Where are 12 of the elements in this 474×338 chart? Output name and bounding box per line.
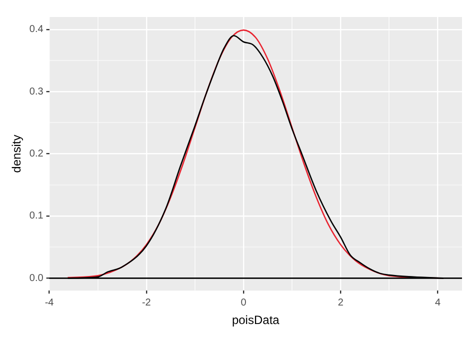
x-axis-title: poisData <box>232 313 280 328</box>
y-tick-label: 0.1 <box>29 210 44 222</box>
y-tick-label: 0.0 <box>29 272 44 284</box>
x-tick-label: 4 <box>434 297 441 308</box>
y-tick-label: 0.2 <box>29 148 44 160</box>
y-tick-label: 0.3 <box>29 86 44 98</box>
y-tick-label: 0.4 <box>29 24 44 36</box>
y-axis-title: density <box>10 134 24 173</box>
x-tick-label: -2 <box>142 297 152 308</box>
x-tick-label: -4 <box>44 297 54 308</box>
x-tick-label: 0 <box>240 297 247 308</box>
x-tick-label: 2 <box>338 297 344 308</box>
